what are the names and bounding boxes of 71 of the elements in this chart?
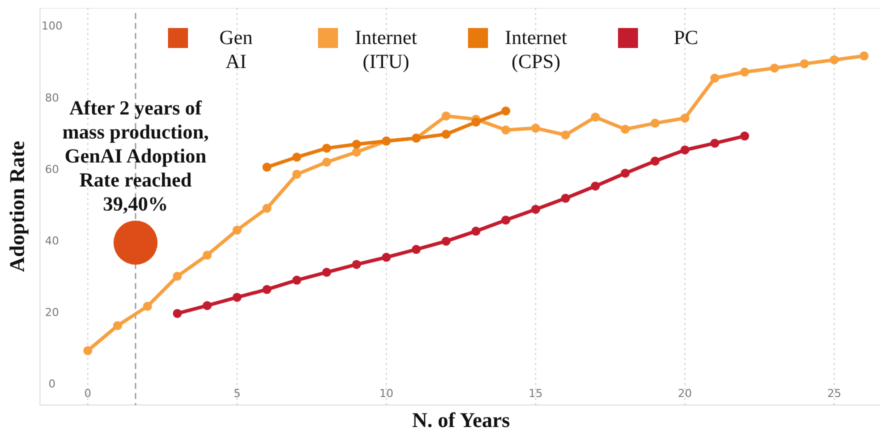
x-tick-label: 5 [234,387,241,400]
point [561,194,570,203]
point [620,168,630,178]
y-axis-title: Adoption Rate [5,140,29,272]
point [740,132,750,141]
point [232,292,242,302]
point [531,204,540,214]
point [202,301,212,310]
point [322,158,332,167]
point [83,346,92,356]
legend-label: Gen AI [219,27,253,73]
x-tick-label: 15 [528,387,543,400]
point [232,226,242,235]
point [680,114,690,123]
point [382,252,391,262]
point [262,162,272,172]
point [501,216,510,225]
point [650,118,660,128]
point [650,156,660,166]
point [501,106,510,116]
point [172,272,182,281]
point [292,276,302,285]
y-tick-label: 20 [45,306,59,319]
annotation: After 2 years of mass production, GenAI Adoption Rate reached 39,40% [62,98,209,216]
point [352,260,361,269]
point [501,125,510,134]
point [620,124,630,134]
x-axis-title: N. of Years [412,408,510,432]
point [471,226,480,236]
point [262,204,272,213]
point [710,74,720,83]
point [114,220,158,265]
y-tick-label: 80 [45,91,59,104]
point [442,236,451,246]
point [172,308,182,318]
x-tick-label: 10 [379,387,394,400]
point [322,268,332,277]
y-tick-label: 60 [45,162,59,176]
point [202,250,212,260]
y-tick-label: 40 [45,234,59,248]
point [442,130,451,139]
legend-label: PC [674,27,698,49]
point [561,130,570,140]
y-tick-label: 0 [48,377,56,390]
point [412,244,421,254]
point [770,64,780,73]
point [680,145,690,154]
point [590,182,600,191]
x-tick-label: 20 [678,387,692,400]
legend-label: Internet (CPS) [504,27,568,73]
point [710,138,720,148]
point [322,144,332,153]
point [442,112,451,121]
point [471,118,480,127]
point [292,170,302,179]
x-tick-label: 0 [84,387,92,400]
point [590,112,600,122]
legend-label: Internet (ITU) [354,27,418,73]
x-tick-label: 25 [827,387,842,400]
point [531,124,540,133]
point [113,321,122,330]
point [262,284,272,294]
point [830,55,839,64]
point [800,59,809,68]
point [860,51,869,60]
point [292,152,302,162]
point [352,148,361,157]
point [142,302,152,311]
y-tick-label: 100 [42,20,62,33]
point [352,140,361,149]
point [740,68,750,77]
